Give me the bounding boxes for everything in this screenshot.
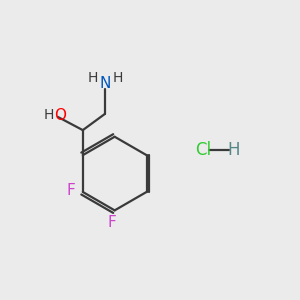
- Text: H: H: [113, 71, 123, 85]
- Text: H: H: [228, 141, 240, 159]
- Text: O: O: [54, 108, 66, 123]
- Text: F: F: [107, 214, 116, 230]
- Text: H: H: [87, 71, 98, 85]
- Text: H: H: [43, 108, 53, 122]
- Text: N: N: [100, 76, 111, 91]
- Text: Cl: Cl: [195, 141, 211, 159]
- Text: F: F: [67, 183, 75, 198]
